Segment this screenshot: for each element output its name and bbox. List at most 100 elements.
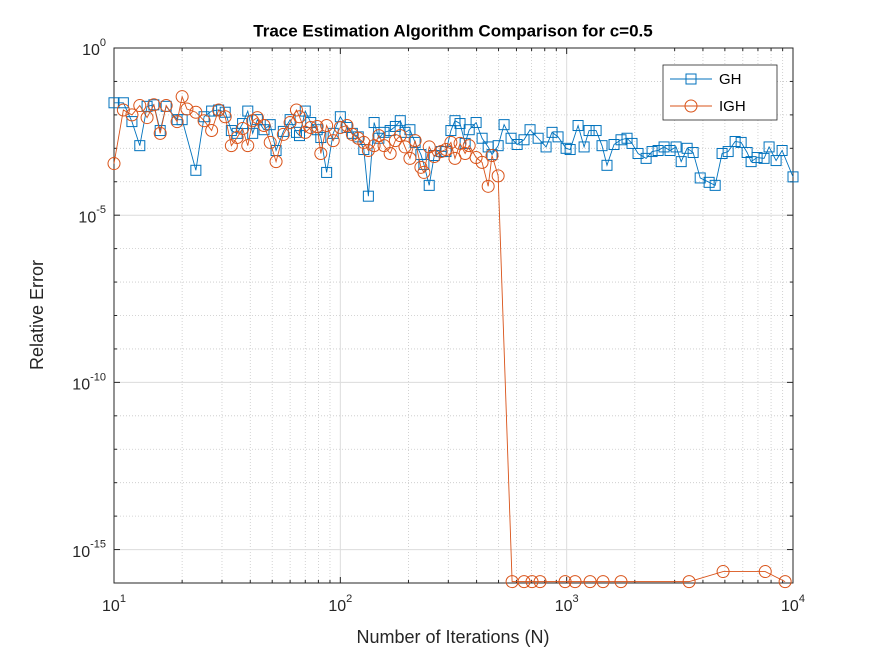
marker	[242, 105, 254, 117]
marker	[175, 90, 189, 104]
marker	[745, 156, 757, 168]
marker	[250, 111, 264, 125]
marker	[310, 119, 324, 133]
x-tick-label: 10	[102, 598, 120, 615]
y-tick-label: 10	[82, 42, 100, 59]
marker	[670, 141, 682, 153]
marker	[525, 575, 539, 589]
marker	[378, 126, 390, 138]
legend: GH IGH	[662, 64, 778, 121]
marker	[681, 142, 693, 154]
marker	[568, 575, 582, 589]
marker	[709, 179, 721, 191]
marker	[133, 99, 147, 113]
series-line	[114, 102, 794, 197]
marker	[409, 136, 421, 148]
marker	[197, 114, 211, 128]
marker	[652, 145, 664, 157]
marker	[532, 132, 544, 144]
marker	[462, 139, 476, 153]
marker	[213, 104, 225, 116]
marker	[533, 575, 547, 589]
marker	[180, 102, 194, 116]
marker	[722, 146, 734, 158]
marker	[218, 110, 232, 124]
marker	[263, 135, 277, 149]
marker	[540, 141, 552, 153]
marker	[626, 137, 638, 149]
marker	[716, 565, 730, 579]
marker	[758, 565, 772, 579]
marker	[439, 143, 453, 157]
marker	[729, 135, 741, 147]
marker	[403, 151, 417, 165]
marker	[735, 136, 747, 148]
marker	[596, 140, 608, 152]
marker	[682, 575, 696, 589]
marker	[658, 141, 670, 153]
marker	[333, 120, 347, 134]
marker	[716, 147, 728, 159]
marker	[289, 103, 303, 117]
y-tick-label-exponent: -15	[90, 538, 106, 550]
marker	[117, 97, 129, 109]
marker	[404, 124, 416, 136]
marker	[394, 115, 406, 127]
y-tick-label-exponent: -5	[96, 204, 106, 216]
marker	[524, 124, 536, 136]
marker	[491, 169, 505, 183]
marker	[518, 134, 530, 146]
marker	[476, 132, 488, 144]
marker	[276, 127, 290, 141]
legend-label: IGH	[719, 98, 746, 115]
marker	[664, 145, 676, 157]
marker	[212, 103, 226, 117]
y-tick-label: 10	[72, 377, 90, 394]
marker	[423, 179, 435, 191]
marker	[357, 135, 371, 149]
marker	[687, 146, 699, 158]
marker	[205, 124, 219, 138]
marker	[134, 140, 146, 152]
marker	[454, 118, 466, 130]
marker	[283, 116, 297, 130]
marker	[601, 159, 613, 171]
marker	[498, 119, 510, 131]
y-axis-label: Relative Error	[27, 260, 47, 370]
marker	[614, 575, 628, 589]
marker	[393, 129, 407, 143]
legend-marker	[685, 73, 697, 85]
marker	[236, 122, 250, 136]
marker	[615, 134, 627, 146]
marker	[398, 140, 412, 154]
marker	[578, 141, 590, 153]
marker	[383, 146, 397, 160]
marker	[125, 108, 139, 122]
x-axis-label: Number of Iterations (N)	[356, 627, 549, 647]
x-tick-label: 10	[781, 598, 799, 615]
marker	[148, 99, 160, 111]
y-tick-label: 10	[72, 544, 90, 561]
marker	[558, 575, 572, 589]
marker	[475, 155, 489, 169]
legend-box	[662, 64, 778, 121]
legend-marker	[684, 99, 698, 113]
marker	[675, 156, 687, 168]
marker	[776, 145, 788, 157]
marker	[694, 172, 706, 184]
marker	[153, 126, 167, 140]
marker	[257, 119, 271, 133]
marker	[362, 190, 374, 202]
marker	[703, 176, 715, 188]
marker	[246, 114, 260, 128]
marker	[453, 136, 467, 150]
marker	[751, 152, 763, 164]
marker	[314, 146, 328, 160]
marker	[560, 142, 572, 154]
marker	[159, 99, 173, 113]
marker	[126, 116, 138, 128]
marker	[564, 144, 576, 156]
marker	[292, 110, 306, 124]
